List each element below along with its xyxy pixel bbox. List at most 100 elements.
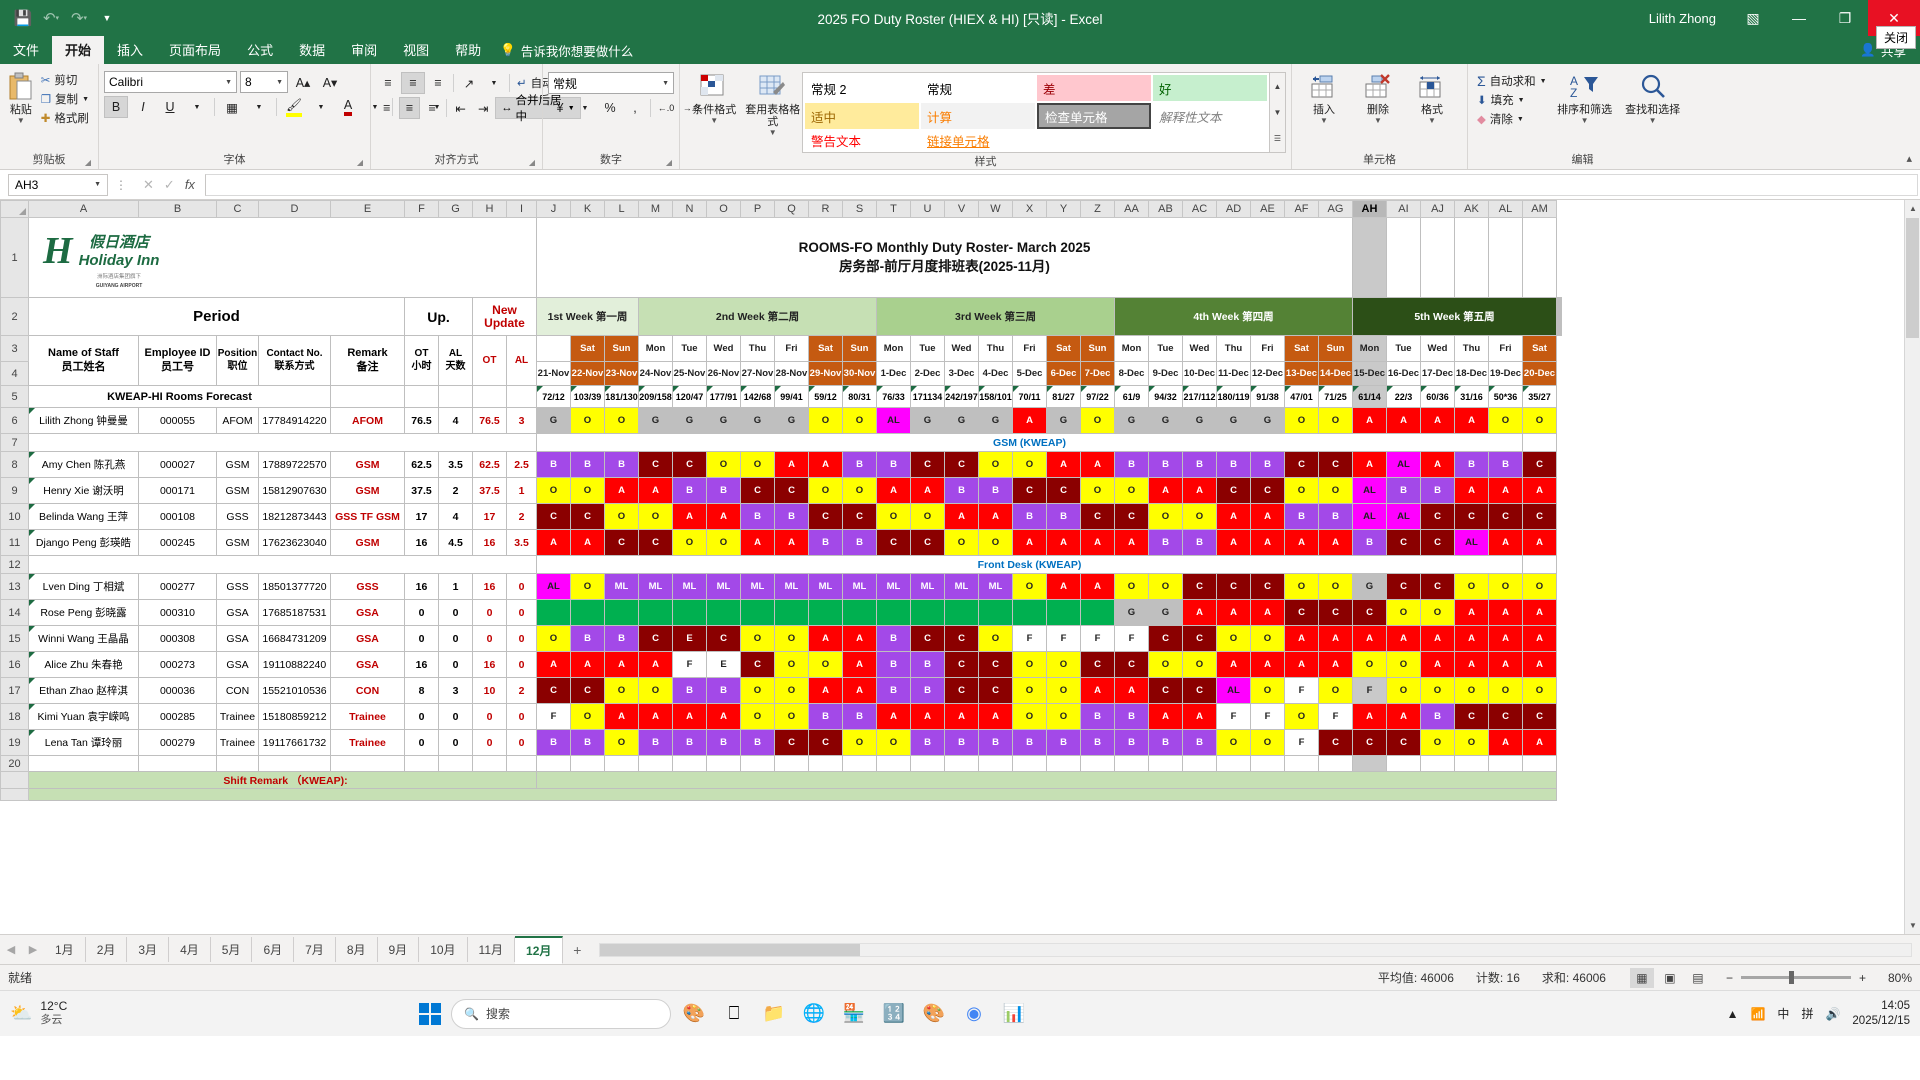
shift-cell[interactable]: O [978,529,1013,556]
shift-cell[interactable] [672,599,707,626]
vertical-scroll-thumb[interactable] [1906,218,1919,338]
row-header-14[interactable]: 14 [0,599,29,626]
shift-cell[interactable]: B [876,451,911,478]
column-header-AI[interactable]: AI [1386,200,1421,218]
cell-AM1[interactable] [1522,217,1557,298]
show-hidden-icons-icon[interactable]: ▲ [1726,1006,1739,1021]
row-header-20[interactable]: 20 [0,755,29,772]
forecast-blank-F[interactable] [404,385,439,408]
shift-cell[interactable]: B [536,451,571,478]
shift-cell[interactable]: O [774,625,809,652]
shift-cell[interactable]: A [1046,451,1081,478]
shift-cell[interactable]: O [1284,477,1319,504]
column-header-Z[interactable]: Z [1080,200,1115,218]
shift-cell[interactable]: A [1522,477,1557,504]
row-header-9[interactable]: 9 [0,477,29,504]
shift-cell[interactable]: O [1420,677,1455,704]
column-header-G[interactable]: G [438,200,473,218]
section-blank-left-2[interactable] [28,555,537,574]
shift-cell[interactable]: O [1488,407,1523,434]
shift-cell[interactable]: C [944,651,979,678]
shift-cell[interactable]: B [740,503,775,530]
staff-remark[interactable]: GSA [330,599,405,626]
shift-cell[interactable]: F [1250,703,1285,730]
cell-AM20[interactable] [1522,755,1557,772]
forecast-17[interactable]: 97/22 [1080,385,1115,408]
select-all-corner[interactable] [0,200,29,218]
shift-cell[interactable]: O [910,503,945,530]
shift-cell[interactable]: A [1522,599,1557,626]
zoom-in-icon[interactable]: + [1858,970,1866,985]
zoom-out-icon[interactable]: − [1725,970,1733,985]
cell-style-7[interactable]: 检查单元格 [1037,103,1151,129]
table-row[interactable]: 13 Lven Ding 丁相斌 000277 GSS 18501377720 GSS 16… [0,573,1562,600]
tab-review[interactable]: 审阅 [351,43,378,58]
shift-cell[interactable] [740,599,775,626]
column-header-L[interactable]: L [604,200,639,218]
shift-cell[interactable]: O [570,477,605,504]
shift-cell[interactable]: A [1522,729,1557,756]
shift-cell[interactable]: A [978,703,1013,730]
shift-cell[interactable]: O [1352,651,1387,678]
row-header-16[interactable]: 16 [0,651,29,678]
staff-al-new[interactable]: 2 [506,677,537,704]
staff-al-new[interactable]: 3 [506,407,537,434]
shift-cell[interactable]: O [740,677,775,704]
shift-cell[interactable]: B [740,729,775,756]
shift-cell[interactable]: C [944,625,979,652]
phonetic-dropdown-icon[interactable]: ▼ [433,103,441,111]
shift-cell[interactable]: A [1046,529,1081,556]
align-top-icon[interactable]: ≡ [384,76,392,90]
cell-M20[interactable] [638,755,673,772]
shift-cell[interactable]: A [876,703,911,730]
staff-ot-new[interactable]: 76.5 [472,407,507,434]
staff-contact[interactable]: 17623623040 [258,529,331,556]
underline-button[interactable]: U [165,100,175,114]
shift-cell[interactable]: B [536,729,571,756]
table-format-dropdown-icon[interactable]: ▼ [768,128,777,138]
shift-cell[interactable]: A [536,651,571,678]
align-middle-icon[interactable]: ≡ [401,72,425,94]
shift-cell[interactable]: A [706,703,741,730]
shift-cell[interactable]: G [944,407,979,434]
staff-name[interactable]: Belinda Wang 王萍 [28,503,139,530]
tab-help[interactable]: 帮助 [455,43,482,58]
shift-cell[interactable]: A [1318,651,1353,678]
shift-cell[interactable]: B [1080,729,1115,756]
shift-cell[interactable]: AL [1454,529,1489,556]
shift-cell[interactable]: C [1250,573,1285,600]
cell-style-8[interactable]: 解释性文本 [1153,103,1267,129]
ribbon-display-options-icon[interactable]: ▧ [1746,9,1760,26]
shift-cell[interactable]: C [1386,573,1421,600]
shift-cell[interactable]: O [706,529,741,556]
column-header-U[interactable]: U [910,200,945,218]
table-row[interactable]: 11 Django Peng 彭瑛皓 000245 GSM 17623623040 GSM… [0,529,1562,556]
shift-cell[interactable]: O [1012,451,1047,478]
cell-X20[interactable] [1012,755,1047,772]
shift-cell[interactable]: O [1522,407,1557,434]
shift-cell[interactable]: O [1012,703,1047,730]
row-header-13[interactable]: 13 [0,573,29,600]
table-row[interactable]: 19 Lena Tan 谭玲丽 000279 Trainee 19117661732 Tr… [0,729,1562,756]
shift-cell[interactable]: O [706,451,741,478]
shift-cell[interactable]: B [944,477,979,504]
chevron-down-icon[interactable]: ▼ [225,78,232,86]
shift-cell[interactable]: F [1114,625,1149,652]
shift-cell[interactable]: F [1080,625,1115,652]
shift-cell[interactable]: O [638,503,673,530]
shift-cell[interactable]: A [1454,407,1489,434]
shift-cell[interactable]: A [1386,703,1421,730]
add-sheet-button[interactable]: + [573,941,582,958]
shift-cell[interactable]: C [638,625,673,652]
shift-cell[interactable]: A [740,529,775,556]
shift-cell[interactable]: A [876,477,911,504]
shift-cell[interactable]: G [740,407,775,434]
staff-ot-new[interactable]: 17 [472,503,507,530]
staff-position[interactable]: GSA [216,625,259,652]
sheet-tab-11月[interactable]: 11月 [468,937,516,962]
shift-cell[interactable]: A [1420,625,1455,652]
align-center-icon[interactable]: ≡ [398,97,421,119]
cell-style-4[interactable]: 好 [1153,75,1267,101]
staff-ot-hours[interactable]: 0 [404,599,439,626]
shift-cell[interactable]: F [536,703,571,730]
